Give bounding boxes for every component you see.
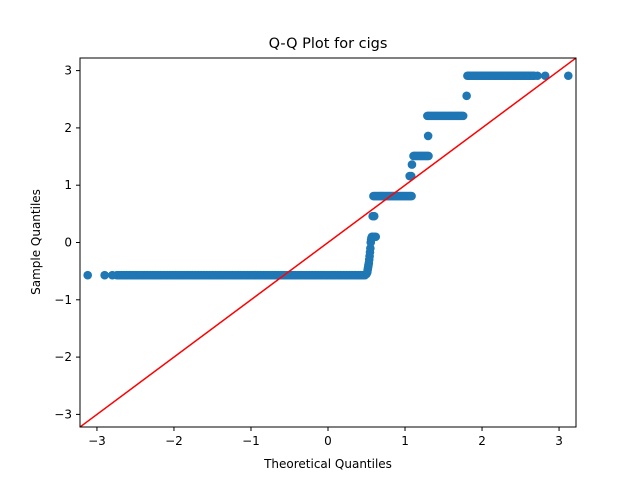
data-point xyxy=(108,270,117,280)
points-layer xyxy=(83,71,573,280)
y-tick-label: −3 xyxy=(54,407,72,421)
data-point xyxy=(407,191,416,201)
x-axis-label: Theoretical Quantiles xyxy=(263,457,392,471)
data-point xyxy=(424,151,433,161)
y-tick-label: 2 xyxy=(64,121,72,135)
x-tick-label: 0 xyxy=(324,434,332,448)
x-tick-label: 3 xyxy=(555,434,563,448)
x-tick-label: −1 xyxy=(242,434,260,448)
y-tick-label: −2 xyxy=(54,350,72,364)
data-point xyxy=(533,71,542,81)
chart-title: Q-Q Plot for cigs xyxy=(269,36,388,52)
x-tick-label: −3 xyxy=(88,434,106,448)
reference-line-layer xyxy=(80,58,576,427)
data-point xyxy=(371,232,381,242)
x-tick-label: 2 xyxy=(478,434,486,448)
x-tick-label: 1 xyxy=(401,434,409,448)
y-tick-label: 1 xyxy=(64,178,72,192)
data-point xyxy=(83,270,93,280)
data-point xyxy=(100,270,109,280)
y-tick-label: −1 xyxy=(54,293,72,307)
y-tick-label: 0 xyxy=(64,236,72,250)
data-point xyxy=(540,71,550,81)
y-tick-label: 3 xyxy=(64,64,72,78)
data-point xyxy=(458,111,468,121)
x-tick-label: −2 xyxy=(165,434,183,448)
data-point xyxy=(423,131,433,141)
data-point xyxy=(563,71,573,81)
axes-layer: −3 −2 −1 0 1 2 3 −3 −2 −1 0 1 2 3 xyxy=(54,64,563,448)
data-point xyxy=(369,211,379,221)
data-point xyxy=(407,160,417,169)
y-axis-label: Sample Quantiles xyxy=(29,189,43,295)
reference-line xyxy=(80,58,576,427)
data-point xyxy=(462,91,471,101)
